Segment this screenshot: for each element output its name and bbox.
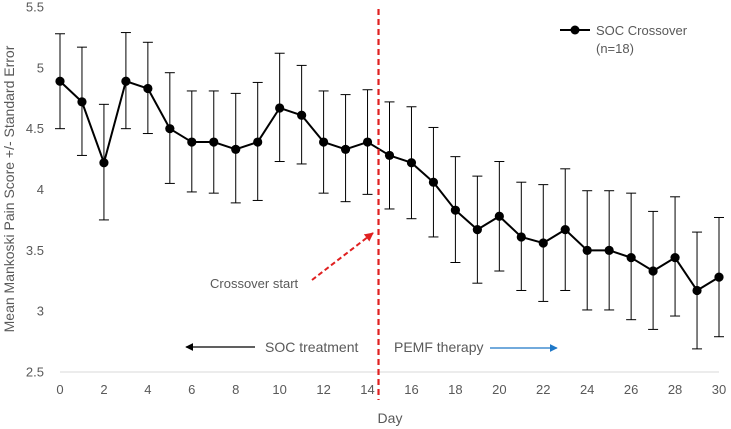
x-tick-label: 2 bbox=[100, 382, 107, 397]
series-soc-crossover bbox=[55, 76, 724, 296]
data-point bbox=[187, 137, 197, 147]
y-tick-label: 2.5 bbox=[26, 365, 44, 380]
x-tick-label: 26 bbox=[624, 382, 638, 397]
data-point bbox=[384, 150, 395, 161]
y-tick-label: 5 bbox=[37, 60, 44, 75]
y-tick-label: 3.5 bbox=[26, 243, 44, 258]
data-point bbox=[494, 211, 504, 221]
data-point bbox=[714, 272, 724, 282]
data-point bbox=[55, 76, 65, 86]
y-tick-label: 5.5 bbox=[26, 0, 44, 15]
pemf-therapy-label: PEMF therapy bbox=[394, 339, 483, 355]
data-point bbox=[297, 110, 307, 120]
data-point bbox=[143, 83, 153, 94]
x-tick-label: 14 bbox=[360, 382, 374, 397]
data-point bbox=[121, 76, 131, 86]
data-point bbox=[604, 245, 614, 255]
data-point bbox=[209, 137, 219, 147]
x-tick-label: 18 bbox=[448, 382, 462, 397]
x-tick-label: 24 bbox=[580, 382, 594, 397]
y-tick-labels: 2.5 3 3.5 4 4.5 5 5.5 bbox=[26, 0, 44, 380]
data-point bbox=[165, 124, 175, 134]
y-tick-label: 4.5 bbox=[26, 121, 44, 136]
x-tick-label: 6 bbox=[188, 382, 195, 397]
legend: SOC Crossover (n=18) bbox=[560, 23, 688, 56]
x-tick-label: 28 bbox=[668, 382, 682, 397]
x-tick-label: 12 bbox=[316, 382, 330, 397]
x-tick-label: 30 bbox=[712, 382, 726, 397]
data-point bbox=[406, 158, 417, 168]
data-point bbox=[362, 137, 373, 147]
x-tick-label: 4 bbox=[144, 382, 151, 397]
legend-n-label: (n=18) bbox=[596, 41, 634, 56]
data-point bbox=[582, 245, 592, 255]
error-bars bbox=[55, 32, 724, 350]
x-tick-label: 10 bbox=[272, 382, 286, 397]
data-point bbox=[538, 238, 548, 248]
annotation-pemf: PEMF therapy bbox=[394, 339, 558, 355]
data-point bbox=[428, 177, 439, 187]
data-point bbox=[319, 137, 329, 147]
y-tick-label: 3 bbox=[37, 304, 44, 319]
data-point bbox=[516, 232, 526, 242]
legend-series-label: SOC Crossover bbox=[596, 23, 688, 38]
data-point bbox=[626, 253, 636, 263]
data-point bbox=[692, 285, 702, 296]
x-tick-label: 16 bbox=[404, 382, 418, 397]
legend-marker bbox=[570, 25, 580, 35]
data-point bbox=[560, 225, 570, 235]
data-point bbox=[275, 103, 285, 113]
x-tick-label: 22 bbox=[536, 382, 550, 397]
data-point bbox=[670, 253, 680, 263]
y-axis-label: Mean Mankoski Pain Score +/- Standard Er… bbox=[1, 45, 17, 332]
data-point bbox=[648, 266, 658, 276]
x-axis-label: Day bbox=[378, 410, 403, 426]
soc-treatment-label: SOC treatment bbox=[265, 339, 358, 355]
data-point bbox=[77, 97, 87, 107]
data-point bbox=[472, 225, 482, 235]
crossover-arrow bbox=[311, 232, 374, 281]
data-point bbox=[450, 205, 460, 215]
x-tick-label: 0 bbox=[56, 382, 63, 397]
annotation-soc: SOC treatment bbox=[185, 339, 358, 355]
data-point bbox=[340, 144, 351, 154]
data-point bbox=[99, 158, 109, 168]
data-point bbox=[253, 137, 263, 147]
data-point bbox=[231, 144, 241, 154]
x-tick-labels: 0 2 4 6 8 10 12 14 16 18 20 22 24 26 28 30 bbox=[56, 382, 726, 397]
crossover-start-label: Crossover start bbox=[210, 276, 299, 291]
x-tick-label: 20 bbox=[492, 382, 506, 397]
y-tick-label: 4 bbox=[37, 182, 44, 197]
annotation-crossover: Crossover start bbox=[210, 232, 374, 291]
x-tick-label: 8 bbox=[232, 382, 239, 397]
